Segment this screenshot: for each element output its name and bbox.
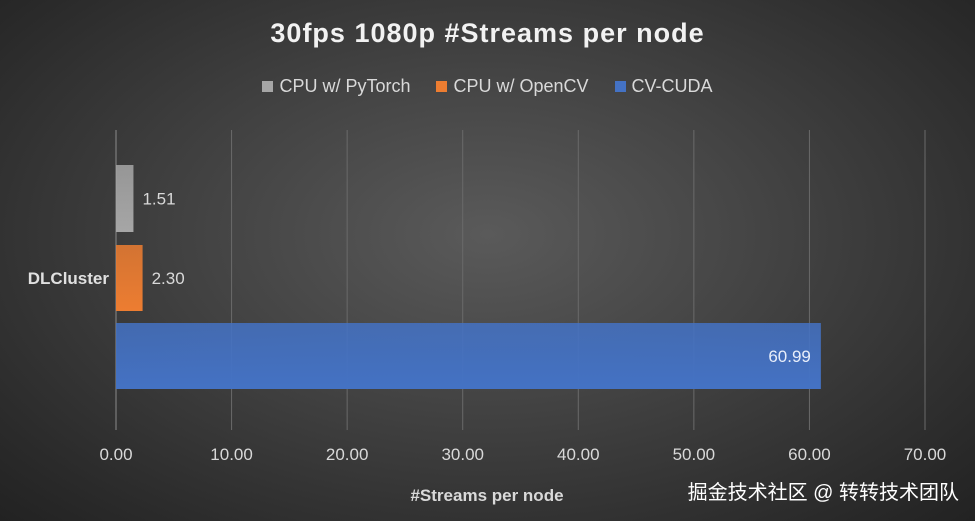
data-label: 1.51 bbox=[142, 190, 175, 209]
x-tick-label: 10.00 bbox=[210, 445, 253, 464]
legend-item: CPU w/ OpenCV bbox=[436, 76, 589, 97]
x-tick-label: 40.00 bbox=[557, 445, 600, 464]
legend: CPU w/ PyTorch CPU w/ OpenCV CV-CUDA bbox=[0, 76, 975, 97]
legend-label: CPU w/ PyTorch bbox=[279, 76, 411, 96]
legend-swatch bbox=[262, 81, 274, 92]
legend-label: CV-CUDA bbox=[631, 76, 713, 96]
x-tick-label: 70.00 bbox=[904, 445, 947, 464]
bar-cpu-w-opencv bbox=[116, 245, 143, 311]
legend-item: CV-CUDA bbox=[614, 76, 713, 97]
x-axis-title: #Streams per node bbox=[410, 486, 563, 505]
bar-cv-cuda bbox=[116, 323, 821, 389]
watermark: 掘金技术社区 @ 转转技术团队 bbox=[687, 482, 959, 504]
x-tick-label: 50.00 bbox=[673, 445, 716, 464]
data-label: 60.99 bbox=[768, 347, 811, 366]
legend-label: CPU w/ OpenCV bbox=[453, 76, 589, 96]
x-tick-label: 0.00 bbox=[99, 445, 132, 464]
data-label: 2.30 bbox=[152, 269, 185, 288]
legend-item: CPU w/ PyTorch bbox=[262, 76, 410, 97]
x-tick-label: 60.00 bbox=[788, 445, 831, 464]
legend-swatch bbox=[614, 81, 626, 92]
chart-title: 30fps 1080p #Streams per node bbox=[270, 18, 705, 48]
x-tick-label: 30.00 bbox=[441, 445, 484, 464]
legend-swatch bbox=[436, 81, 448, 92]
bar-cpu-w-pytorch bbox=[116, 165, 134, 232]
x-tick-label: 20.00 bbox=[326, 445, 369, 464]
category-label: DLCluster bbox=[28, 269, 110, 288]
